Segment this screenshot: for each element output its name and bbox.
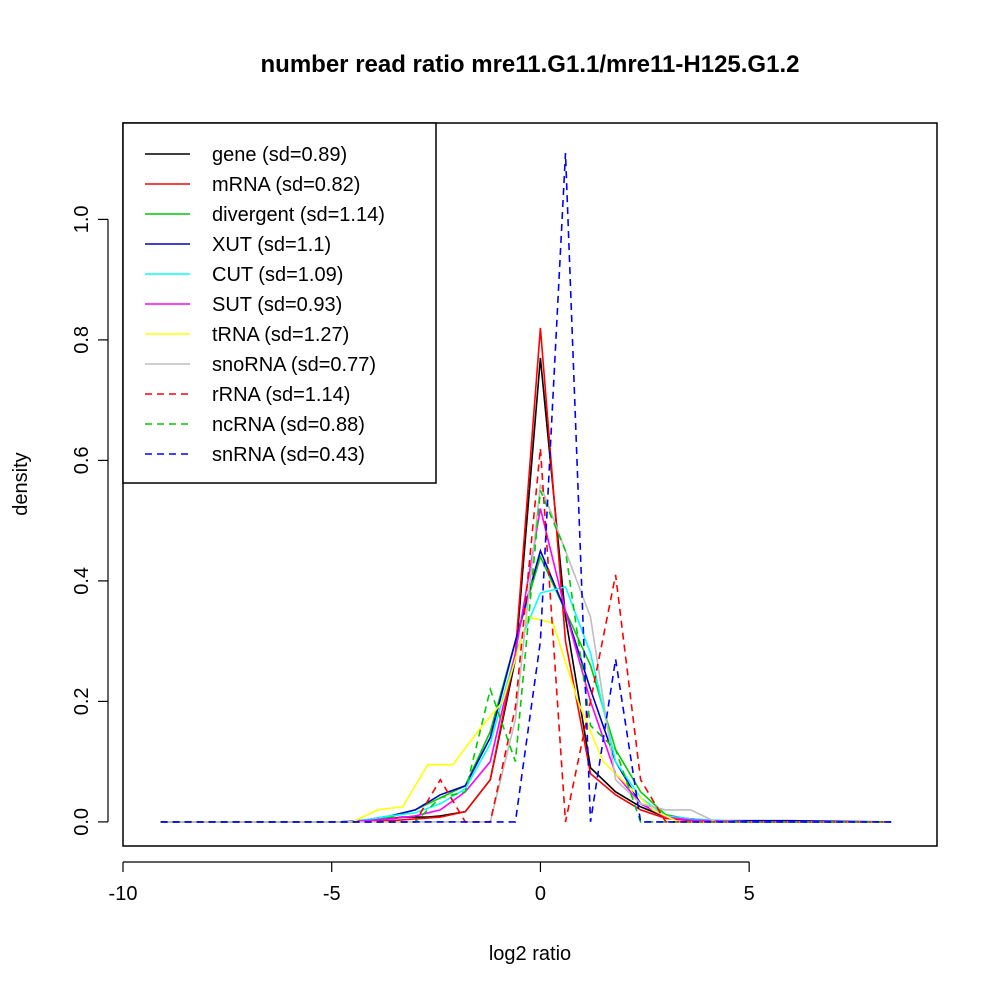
legend: gene (sd=0.89) mRNA (sd=0.82) divergent (s… [122, 122, 437, 484]
legend-entry-label: ncRNA (sd=0.88) [212, 414, 365, 436]
plot-frame [122, 122, 938, 847]
legend-entry-label: rRNA (sd=1.14) [212, 384, 350, 406]
legend-entry-label: SUT (sd=0.93) [212, 294, 342, 316]
chart-title: number read ratio mre11.G1.1/mre11-H125.… [261, 51, 800, 78]
series-line-10 [160, 490, 892, 823]
legend-entry-label: divergent (sd=1.14) [212, 204, 385, 226]
y-tick-label: 0.6 [71, 446, 93, 474]
series-layer [160, 153, 892, 823]
series-line-9 [160, 448, 892, 823]
legend-entry-label: tRNA (sd=1.27) [212, 324, 349, 346]
series-line-7 [160, 616, 892, 823]
x-tick-label: -10 [109, 883, 138, 905]
legend-entry-label: gene (sd=0.89) [212, 144, 347, 166]
y-tick-label: 0.0 [71, 808, 93, 836]
legend-entry-label: snoRNA (sd=0.77) [212, 354, 376, 376]
x-tick-label: 5 [744, 883, 755, 905]
x-axis-label: log2 ratio [489, 943, 571, 965]
axes-layer: -10 -5 0 5 0.0 0.2 0.4 0.6 0.8 1.0 [71, 205, 755, 905]
legend-entry-label: CUT (sd=1.09) [212, 264, 343, 286]
legend-entry-label: snRNA (sd=0.43) [212, 444, 365, 466]
legend-entry-label: XUT (sd=1.1) [212, 234, 331, 256]
x-tick-label: -5 [323, 883, 341, 905]
y-tick-label: 0.4 [71, 567, 93, 595]
y-axis-label: density [10, 452, 32, 515]
legend-box [122, 122, 437, 484]
x-tick-label: 0 [535, 883, 546, 905]
y-tick-label: 0.8 [71, 326, 93, 354]
series-line-8 [160, 484, 892, 823]
y-tick-label: 0.2 [71, 687, 93, 715]
legend-entry-label: mRNA (sd=0.82) [212, 174, 360, 196]
series-line-11 [160, 153, 892, 823]
y-tick-label: 1.0 [71, 205, 93, 233]
